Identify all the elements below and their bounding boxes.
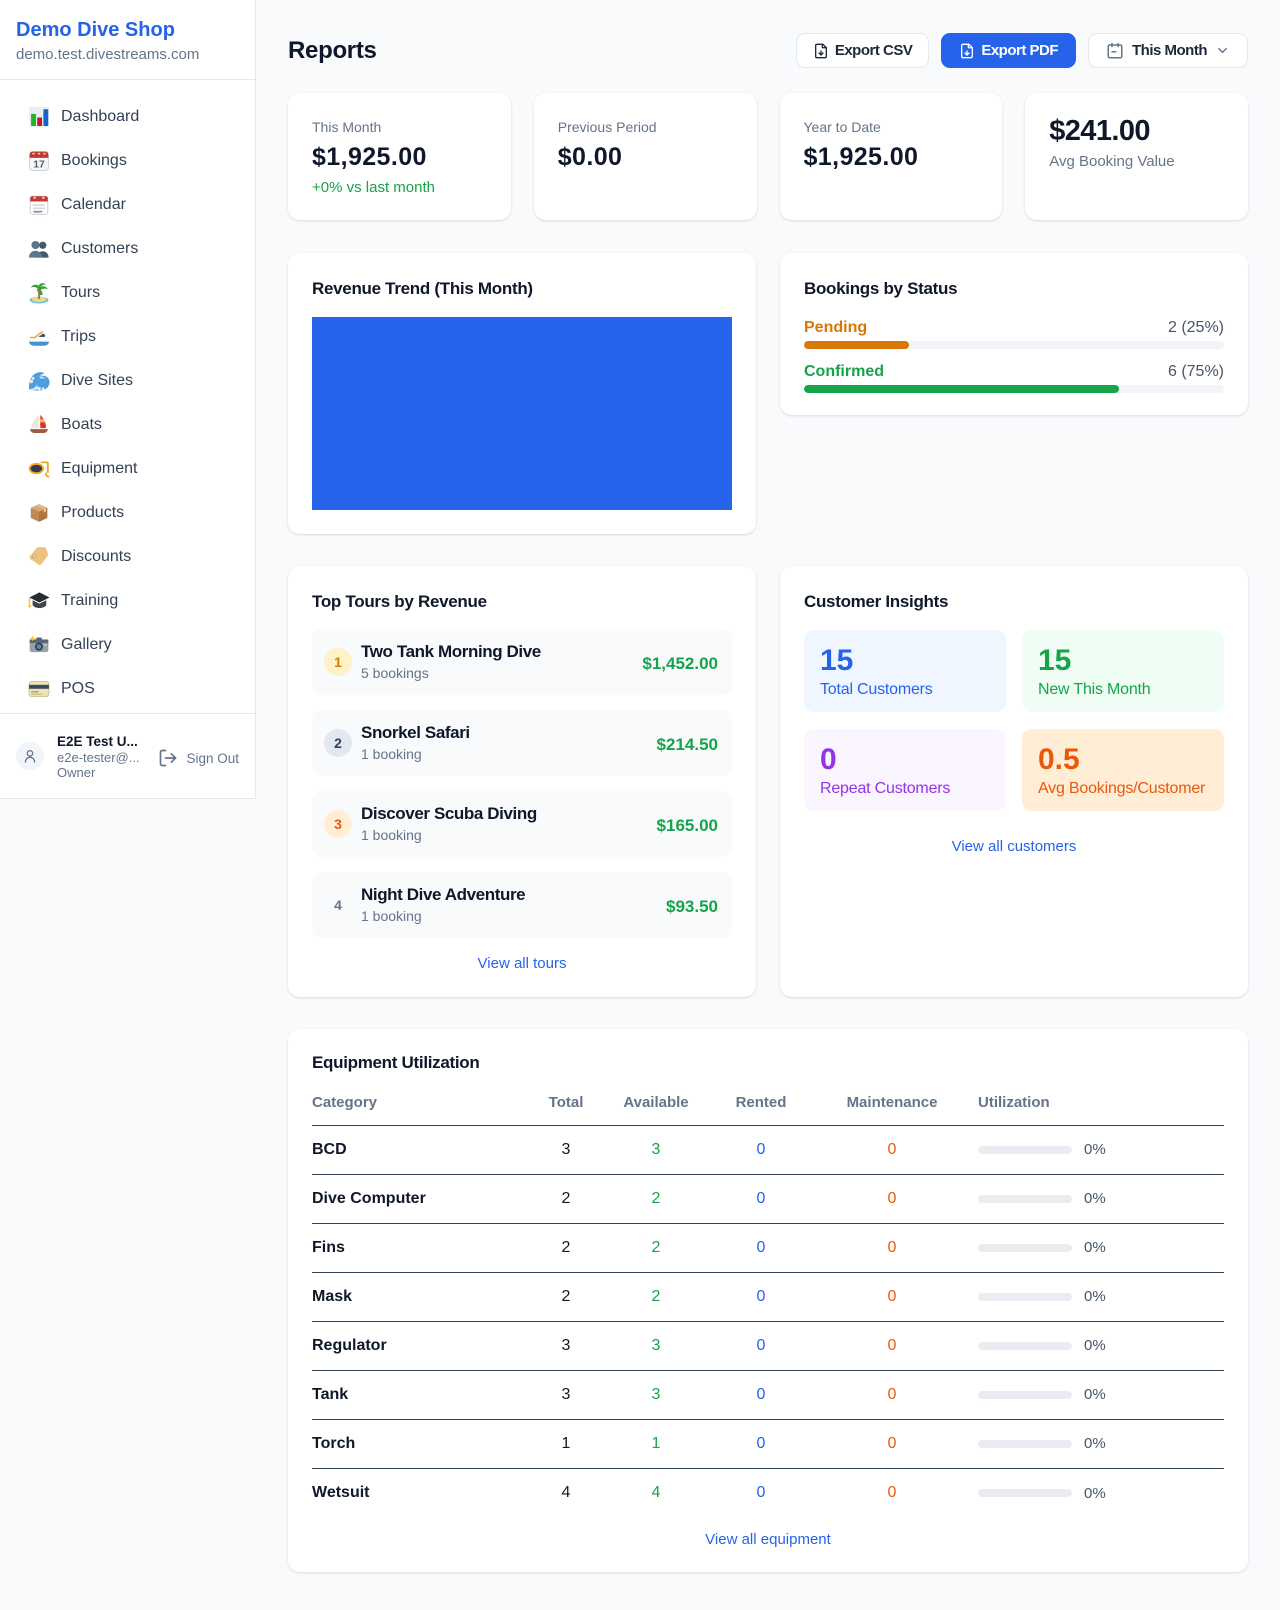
svg-text:17: 17 <box>33 159 45 170</box>
